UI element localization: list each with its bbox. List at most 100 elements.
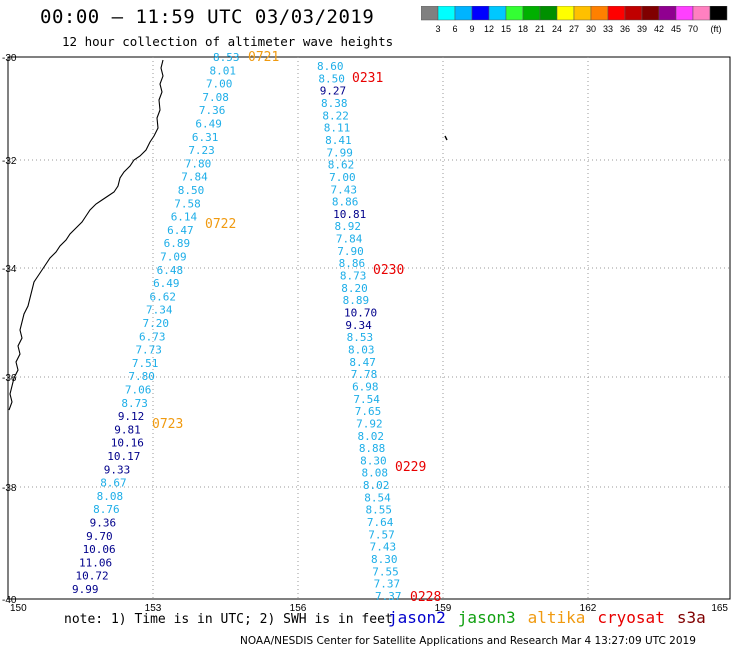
legend-altika: altika bbox=[527, 608, 586, 627]
wave-height-label: 7.00 bbox=[329, 171, 356, 184]
wave-height-label: 8.08 bbox=[362, 467, 389, 480]
track-west: 8.538.017.007.087.366.496.317.237.807.84… bbox=[72, 50, 279, 596]
pass-time-label: 0231 bbox=[352, 71, 383, 86]
wave-height-label: 7.34 bbox=[146, 304, 173, 317]
wave-height-label: 9.12 bbox=[118, 410, 145, 423]
wave-height-label: 7.99 bbox=[326, 146, 353, 159]
color-scale-label: 70 bbox=[688, 24, 698, 34]
lon-tick-label: 165 bbox=[711, 603, 728, 612]
color-scale-label: (ft) bbox=[711, 24, 722, 34]
color-scale-label: 15 bbox=[501, 24, 511, 34]
wave-height-label: 7.54 bbox=[353, 393, 380, 406]
wave-height-label: 10.81 bbox=[333, 208, 366, 221]
legend-cryosat: cryosat bbox=[597, 608, 665, 627]
wave-height-label: 8.38 bbox=[321, 97, 348, 110]
wave-height-label: 8.55 bbox=[366, 504, 393, 517]
wave-height-label: 7.84 bbox=[181, 171, 208, 184]
wave-height-label: 7.92 bbox=[356, 417, 383, 430]
wave-height-label: 8.22 bbox=[322, 109, 349, 122]
wave-height-label: 8.50 bbox=[318, 72, 345, 85]
map-title: 00:00 – 11:59 UTC 03/03/2019 bbox=[40, 6, 375, 28]
wave-height-label: 8.08 bbox=[97, 490, 124, 503]
color-scale-label: 9 bbox=[469, 24, 474, 34]
wave-height-label: 8.41 bbox=[325, 134, 352, 147]
map-grid bbox=[8, 57, 730, 599]
footer-note: note: 1) Time is in UTC; 2) SWH is in fe… bbox=[64, 612, 393, 627]
wave-height-label: 8.47 bbox=[349, 356, 376, 369]
wave-height-label: 7.43 bbox=[330, 183, 357, 196]
legend-jason3: jason3 bbox=[457, 608, 516, 627]
lon-tick-label: 153 bbox=[145, 603, 162, 612]
wave-height-label: 7.65 bbox=[355, 405, 382, 418]
color-scale-label: 18 bbox=[518, 24, 528, 34]
wave-height-label: 10.17 bbox=[107, 450, 140, 463]
wave-height-label: 8.53 bbox=[347, 331, 374, 344]
color-scale-label: 3 bbox=[435, 24, 440, 34]
wave-height-label: 8.67 bbox=[100, 477, 127, 490]
wave-height-label: 8.30 bbox=[360, 454, 387, 467]
lat-tick-label: -36 bbox=[2, 373, 17, 384]
wave-height-label: 7.00 bbox=[206, 78, 233, 91]
color-scale-legend: 3 6 9 12 15 18 21 24 27 30 33 36 39 42 45 70 (ft) bbox=[421, 6, 728, 34]
wave-height-label: 11.06 bbox=[79, 556, 112, 569]
lat-tick-label: -30 bbox=[2, 53, 17, 64]
color-scale-label: 24 bbox=[552, 24, 562, 34]
map-subtitle: 12 hour collection of altimeter wave hei… bbox=[62, 34, 394, 49]
wave-height-label: 10.70 bbox=[344, 307, 377, 320]
wave-height-label: 8.86 bbox=[339, 257, 366, 270]
wave-height-label: 8.03 bbox=[348, 343, 375, 356]
wave-height-label: 8.73 bbox=[121, 397, 148, 410]
wave-height-label: 8.50 bbox=[178, 184, 205, 197]
color-swatch bbox=[709, 6, 728, 21]
wave-height-label: 8.01 bbox=[209, 64, 236, 77]
wave-height-label: 7.55 bbox=[372, 565, 399, 578]
pass-time-label: 0723 bbox=[152, 417, 183, 432]
wave-height-label: 7.84 bbox=[336, 233, 363, 246]
credit-line: NOAA/NESDIS Center for Satellite Applica… bbox=[240, 635, 696, 647]
coastline bbox=[8, 59, 164, 411]
lat-tick-label: -34 bbox=[2, 264, 17, 275]
color-scale-label: 33 bbox=[603, 24, 613, 34]
wave-height-label: 10.72 bbox=[76, 570, 109, 583]
wave-height-label: 8.62 bbox=[328, 159, 355, 172]
wave-height-label: 6.48 bbox=[157, 264, 184, 277]
wave-height-label: 8.30 bbox=[371, 553, 398, 566]
wave-height-label: 10.16 bbox=[111, 437, 144, 450]
wave-height-label: 7.51 bbox=[132, 357, 159, 370]
wave-height-label: 8.89 bbox=[343, 294, 370, 307]
pass-time-label: 0230 bbox=[373, 263, 404, 278]
wave-height-label: 6.89 bbox=[164, 237, 191, 250]
wave-height-label: 6.73 bbox=[139, 330, 166, 343]
lat-tick-label: -40 bbox=[2, 595, 17, 606]
wave-height-label: 9.33 bbox=[104, 463, 131, 476]
wave-height-label: 9.70 bbox=[86, 530, 113, 543]
legend-s3a: s3a bbox=[676, 608, 706, 627]
pass-time-label: 0721 bbox=[248, 50, 279, 65]
wave-height-map: 150 153 156 159 162 165 -30 -32 -34 -36 -38 -40 8.5… bbox=[2, 50, 731, 612]
wave-height-label: 9.99 bbox=[72, 583, 99, 596]
wave-height-label: 7.43 bbox=[370, 541, 397, 554]
wave-height-label: 7.80 bbox=[128, 370, 155, 383]
wave-height-label: 8.11 bbox=[324, 122, 351, 135]
wave-height-label: 8.02 bbox=[363, 479, 390, 492]
wave-height-label: 6.31 bbox=[192, 131, 219, 144]
coastline-island bbox=[444, 135, 448, 141]
wave-height-label: 8.88 bbox=[359, 442, 386, 455]
wave-height-label: 8.86 bbox=[332, 196, 359, 209]
pass-time-label: 0229 bbox=[395, 460, 426, 475]
color-scale-label: 30 bbox=[586, 24, 596, 34]
lat-tick-label: -32 bbox=[2, 156, 17, 167]
lat-tick-label: -38 bbox=[2, 483, 17, 494]
wave-height-label: 9.34 bbox=[345, 319, 372, 332]
color-scale-label: 39 bbox=[637, 24, 647, 34]
wave-height-label: 7.78 bbox=[351, 368, 378, 381]
color-scale-label: 12 bbox=[484, 24, 494, 34]
lon-tick-label: 159 bbox=[435, 603, 452, 612]
wave-height-label: 6.98 bbox=[352, 380, 379, 393]
wave-height-label: 8.02 bbox=[357, 430, 384, 443]
wave-height-label: 8.73 bbox=[340, 270, 367, 283]
wave-height-label: 8.53 bbox=[213, 51, 240, 64]
wave-height-label: 8.76 bbox=[93, 503, 120, 516]
wave-height-label: 9.81 bbox=[114, 423, 141, 436]
track-east: 8.608.509.278.388.228.118.417.998.627.00… bbox=[317, 60, 441, 605]
